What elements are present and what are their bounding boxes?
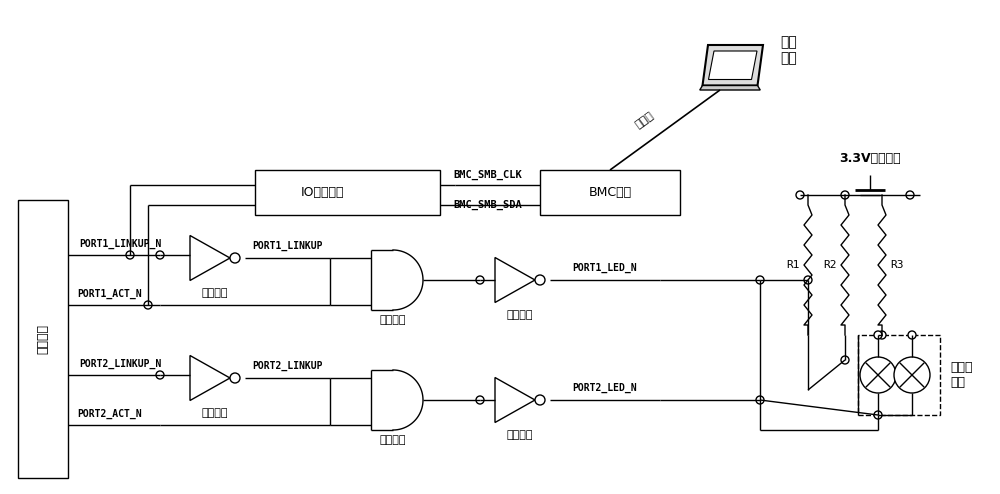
Text: PORT1_LED_N: PORT1_LED_N: [573, 263, 637, 273]
Polygon shape: [702, 45, 763, 85]
Circle shape: [230, 373, 240, 383]
Circle shape: [535, 395, 545, 405]
Text: R3: R3: [890, 260, 904, 270]
Polygon shape: [700, 85, 760, 90]
Circle shape: [796, 191, 804, 199]
Text: BMC_SMB_CLK: BMC_SMB_CLK: [453, 170, 522, 180]
Circle shape: [804, 276, 812, 284]
Text: 网卡芗片: 网卡芗片: [36, 324, 50, 354]
Text: 第二非门: 第二非门: [507, 310, 533, 320]
Text: PORT1_LINKUP_N: PORT1_LINKUP_N: [79, 239, 161, 249]
Circle shape: [874, 331, 882, 339]
Text: PORT2_LINKUP_N: PORT2_LINKUP_N: [79, 359, 161, 369]
Circle shape: [476, 276, 484, 284]
Text: 3.3V辅助电源: 3.3V辅助电源: [839, 152, 901, 165]
Circle shape: [144, 301, 152, 309]
Text: BMC_SMB_SDA: BMC_SMB_SDA: [453, 200, 522, 210]
Text: 第四非门: 第四非门: [507, 430, 533, 440]
Bar: [255, 170, 440, 215]
Text: IO拓展芗片: IO拓展芗片: [301, 186, 344, 199]
Text: PORT2_ACT_N: PORT2_ACT_N: [78, 409, 142, 419]
Circle shape: [756, 276, 764, 284]
Text: 第二与门: 第二与门: [380, 435, 406, 445]
Text: 第一非门: 第一非门: [202, 288, 228, 298]
Text: PORT2_LED_N: PORT2_LED_N: [573, 383, 637, 393]
Circle shape: [476, 396, 484, 404]
Circle shape: [841, 191, 849, 199]
Circle shape: [874, 411, 882, 419]
Circle shape: [156, 251, 164, 259]
Text: PORT1_ACT_N: PORT1_ACT_N: [78, 289, 142, 299]
Circle shape: [126, 251, 134, 259]
Text: PORT2_LINKUP: PORT2_LINKUP: [252, 361, 323, 371]
Circle shape: [841, 356, 849, 364]
Circle shape: [878, 331, 886, 339]
Text: 以太网: 以太网: [634, 110, 656, 130]
Circle shape: [230, 253, 240, 263]
Circle shape: [906, 191, 914, 199]
Circle shape: [156, 371, 164, 379]
Circle shape: [908, 331, 916, 339]
Circle shape: [894, 357, 930, 393]
Text: 双色指
示灯: 双色指 示灯: [950, 361, 972, 389]
Polygon shape: [190, 236, 230, 281]
Text: R2: R2: [824, 260, 837, 270]
Circle shape: [535, 275, 545, 285]
Bar: [540, 170, 680, 215]
Polygon shape: [495, 377, 535, 422]
Bar: [18, 200, 68, 478]
Text: BMC芗片: BMC芗片: [588, 186, 632, 199]
Circle shape: [756, 396, 764, 404]
Circle shape: [860, 357, 896, 393]
Bar: [858, 335, 940, 415]
Text: 第三非门: 第三非门: [202, 408, 228, 418]
Text: 监控
终端: 监控 终端: [780, 35, 797, 65]
Polygon shape: [495, 257, 535, 302]
Text: R1: R1: [786, 260, 800, 270]
Polygon shape: [190, 356, 230, 401]
Polygon shape: [708, 51, 757, 80]
Text: 第一与门: 第一与门: [380, 315, 406, 325]
Text: PORT1_LINKUP: PORT1_LINKUP: [252, 241, 323, 251]
